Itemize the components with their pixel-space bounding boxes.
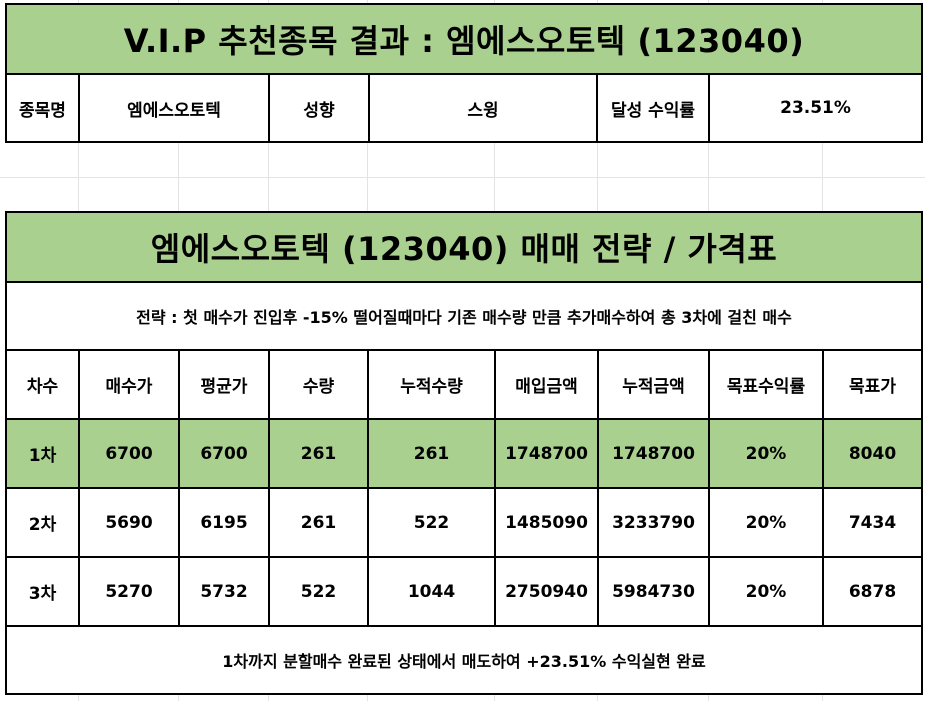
- row-cell: 2차: [5, 487, 80, 558]
- table-row: 3차 5270 5732 522 1044 2750940 5984730 20…: [5, 556, 924, 627]
- row-cell: 261: [367, 418, 496, 489]
- strategy-text: 전략 : 첫 매수가 진입후 -15% 떨어질때마다 기존 매수량 만큼 추가매…: [4, 281, 924, 351]
- row-cell: 2750940: [494, 556, 599, 627]
- summary-title: V.I.P 추천종목 결과 : 엠에스오토텍 (123040): [4, 3, 924, 75]
- style-value: 스윙: [368, 73, 598, 143]
- summary-table: V.I.P 추천종목 결과 : 엠에스오토텍 (123040) 종목명 엠에스오…: [4, 3, 924, 143]
- row-cell: 1748700: [597, 418, 710, 489]
- row-cell: 5690: [78, 487, 180, 558]
- row-cell: 522: [268, 556, 369, 627]
- row-cell: 522: [367, 487, 496, 558]
- col-header: 목표가: [821, 349, 924, 420]
- col-header: 목표수익률: [708, 349, 824, 420]
- name-label: 종목명: [5, 73, 80, 143]
- yield-label: 달성 수익률: [596, 73, 710, 143]
- row-cell: 20%: [708, 556, 824, 627]
- row-cell: 8040: [821, 418, 924, 489]
- col-header: 차수: [5, 349, 80, 420]
- row-cell: 1748700: [494, 418, 599, 489]
- row-cell: 6700: [178, 418, 270, 489]
- col-header: 누적금액: [597, 349, 710, 420]
- row-cell: 1044: [367, 556, 496, 627]
- col-header: 매입금액: [494, 349, 599, 420]
- row-cell: 5270: [78, 556, 180, 627]
- col-header: 누적수량: [367, 349, 496, 420]
- row-cell: 6195: [178, 487, 270, 558]
- row-cell: 5984730: [597, 556, 710, 627]
- price-table: 엠에스오토텍 (123040) 매매 전략 / 가격표 전략 : 첫 매수가 진…: [4, 211, 924, 695]
- style-label: 성향: [268, 73, 370, 143]
- row-cell: 261: [268, 487, 369, 558]
- yield-value: 23.51%: [707, 73, 924, 143]
- row-cell: 5732: [178, 556, 270, 627]
- table-row: 1차 6700 6700 261 261 1748700 1748700 20%…: [5, 418, 924, 489]
- col-header: 평균가: [178, 349, 270, 420]
- table-row: 2차 5690 6195 261 522 1485090 3233790 20%…: [5, 487, 924, 558]
- row-cell: 6878: [821, 556, 924, 627]
- plan-title: 엠에스오토텍 (123040) 매매 전략 / 가격표: [4, 211, 924, 283]
- row-cell: 3233790: [597, 487, 710, 558]
- col-header: 매수가: [78, 349, 180, 420]
- row-cell: 261: [268, 418, 369, 489]
- result-footer: 1차까지 분할매수 완료된 상태에서 매도하여 +23.51% 수익실현 완료: [4, 625, 924, 695]
- row-cell: 20%: [708, 487, 824, 558]
- name-value: 엠에스오토텍: [78, 73, 270, 143]
- row-cell: 1차: [5, 418, 80, 489]
- row-cell: 3차: [5, 556, 80, 627]
- row-cell: 1485090: [494, 487, 599, 558]
- row-cell: 20%: [708, 418, 824, 489]
- row-cell: 7434: [821, 487, 924, 558]
- col-header: 수량: [268, 349, 369, 420]
- row-cell: 6700: [78, 418, 180, 489]
